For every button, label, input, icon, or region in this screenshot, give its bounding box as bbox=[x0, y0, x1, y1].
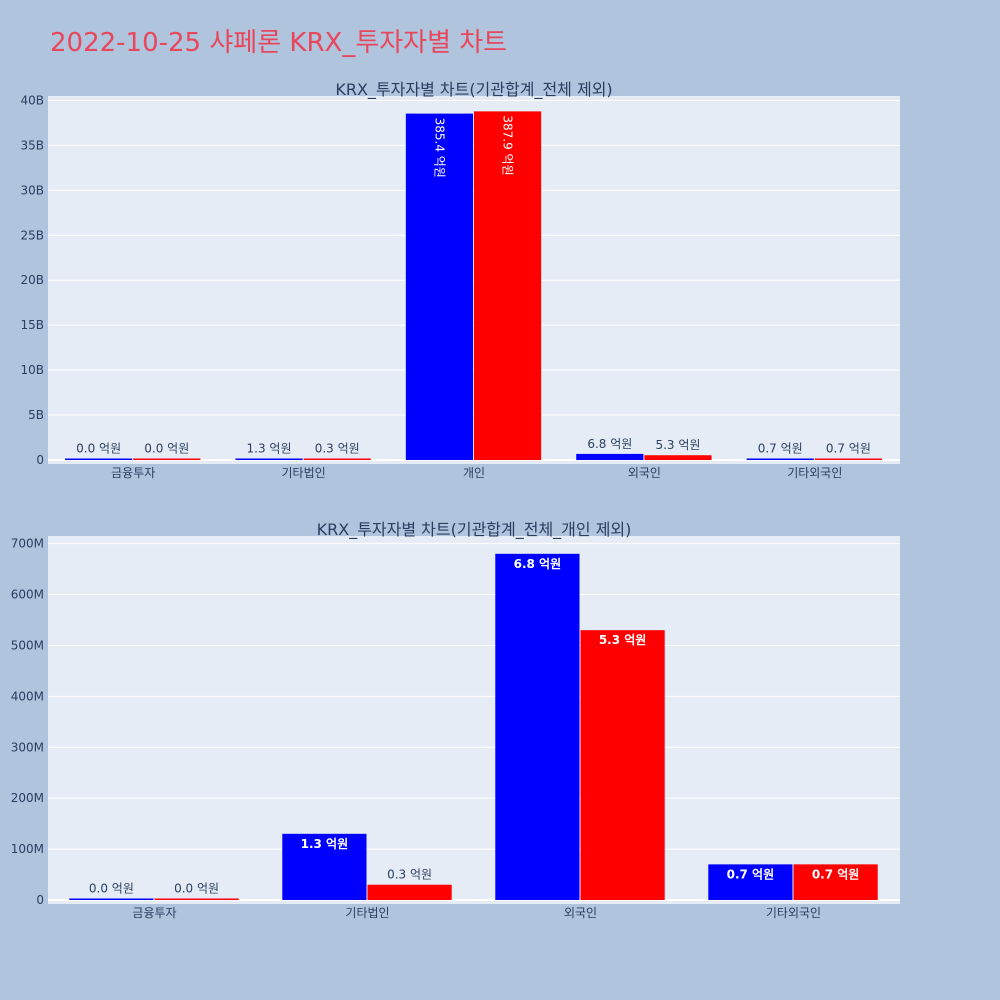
y-tick-label: 20B bbox=[20, 273, 44, 287]
bar-data-label: 0.0 억원 bbox=[76, 442, 121, 456]
y-tick-label: 10B bbox=[20, 363, 44, 377]
bar bbox=[793, 864, 878, 900]
y-tick-label: 35B bbox=[20, 138, 44, 152]
bar bbox=[282, 833, 367, 900]
bar bbox=[69, 898, 154, 900]
x-tick-label: 기타외국인 bbox=[766, 906, 821, 920]
bar-data-label: 6.8 억원 bbox=[514, 557, 562, 571]
x-tick-label: 금융투자 bbox=[132, 906, 176, 920]
chart-title: KRX_투자자별 차트(기관합계_전체 제외) bbox=[335, 80, 612, 100]
y-tick-label: 40B bbox=[20, 93, 44, 107]
bar bbox=[495, 553, 580, 900]
bar-data-label: 0.7 억원 bbox=[812, 867, 860, 881]
bar bbox=[644, 455, 712, 460]
bar-data-label: 1.3 억원 bbox=[301, 837, 349, 851]
bar-data-label: 385.4 억원 bbox=[432, 118, 446, 178]
x-tick-label: 기타외국인 bbox=[787, 466, 842, 480]
bar bbox=[814, 458, 882, 460]
chart-1: 0 5B 10B 15B 20B 25B 30B 35B 40B KRX_투자자별 차트(기관합계… bbox=[20, 80, 900, 480]
y-tick-label: 200M bbox=[11, 791, 44, 805]
bar bbox=[405, 113, 473, 461]
bar bbox=[708, 864, 793, 900]
plot-area bbox=[48, 536, 900, 904]
bar-data-label: 0.7 억원 bbox=[727, 867, 775, 881]
y-tick-label: 300M bbox=[11, 740, 44, 754]
y-tick-label: 100M bbox=[11, 842, 44, 856]
bar bbox=[746, 458, 814, 460]
bar-data-label: 0.7 억원 bbox=[826, 442, 871, 456]
x-tick-label: 개인 bbox=[463, 466, 485, 480]
y-tick-label: 30B bbox=[20, 183, 44, 197]
y-tick-label: 400M bbox=[11, 689, 44, 703]
bar-data-label: 0.3 억원 bbox=[315, 442, 360, 456]
bar-data-label: 0.7 억원 bbox=[758, 442, 803, 456]
y-tick-label: 600M bbox=[11, 588, 44, 602]
y-tick-label: 5B bbox=[28, 408, 44, 422]
x-tick-label: 기타법인 bbox=[345, 906, 389, 920]
y-tick-label: 0 bbox=[36, 893, 44, 907]
bar bbox=[235, 458, 303, 460]
bar bbox=[474, 111, 542, 460]
bar bbox=[576, 453, 644, 460]
bar-data-label: 0.3 억원 bbox=[387, 868, 432, 882]
chart-2: 0 100M 200M 300M 400M 500M 600M 700M KRX_투자자별 차트… bbox=[11, 520, 900, 920]
bar bbox=[367, 884, 452, 900]
bar-data-label: 387.9 억원 bbox=[501, 115, 515, 175]
x-tick-label: 금융투자 bbox=[111, 466, 155, 480]
bar-data-label: 6.8 억원 bbox=[587, 437, 632, 451]
bar-data-label: 0.0 억원 bbox=[174, 882, 219, 896]
y-tick-label: 500M bbox=[11, 638, 44, 652]
x-tick-label: 외국인 bbox=[628, 466, 661, 480]
bar bbox=[133, 458, 201, 460]
bar bbox=[65, 458, 133, 460]
x-tick-label: 외국인 bbox=[564, 906, 597, 920]
bar bbox=[303, 458, 371, 460]
chart-title: KRX_투자자별 차트(기관합계_전체_개인 제외) bbox=[317, 520, 632, 540]
page-title: 2022-10-25 샤페론 KRX_투자자별 차트 bbox=[50, 28, 508, 58]
bar bbox=[154, 898, 239, 900]
y-tick-label: 700M bbox=[11, 537, 44, 551]
bar-data-label: 0.0 억원 bbox=[89, 882, 134, 896]
bar bbox=[580, 630, 665, 900]
bar-data-label: 0.0 억원 bbox=[144, 442, 189, 456]
bar-data-label: 5.3 억원 bbox=[655, 438, 700, 452]
y-tick-label: 15B bbox=[20, 318, 44, 332]
x-tick-label: 기타법인 bbox=[282, 466, 326, 480]
y-tick-label: 0 bbox=[36, 453, 44, 467]
y-tick-label: 25B bbox=[20, 228, 44, 242]
bar-data-label: 5.3 억원 bbox=[599, 633, 647, 647]
bar-data-label: 1.3 억원 bbox=[247, 442, 292, 456]
